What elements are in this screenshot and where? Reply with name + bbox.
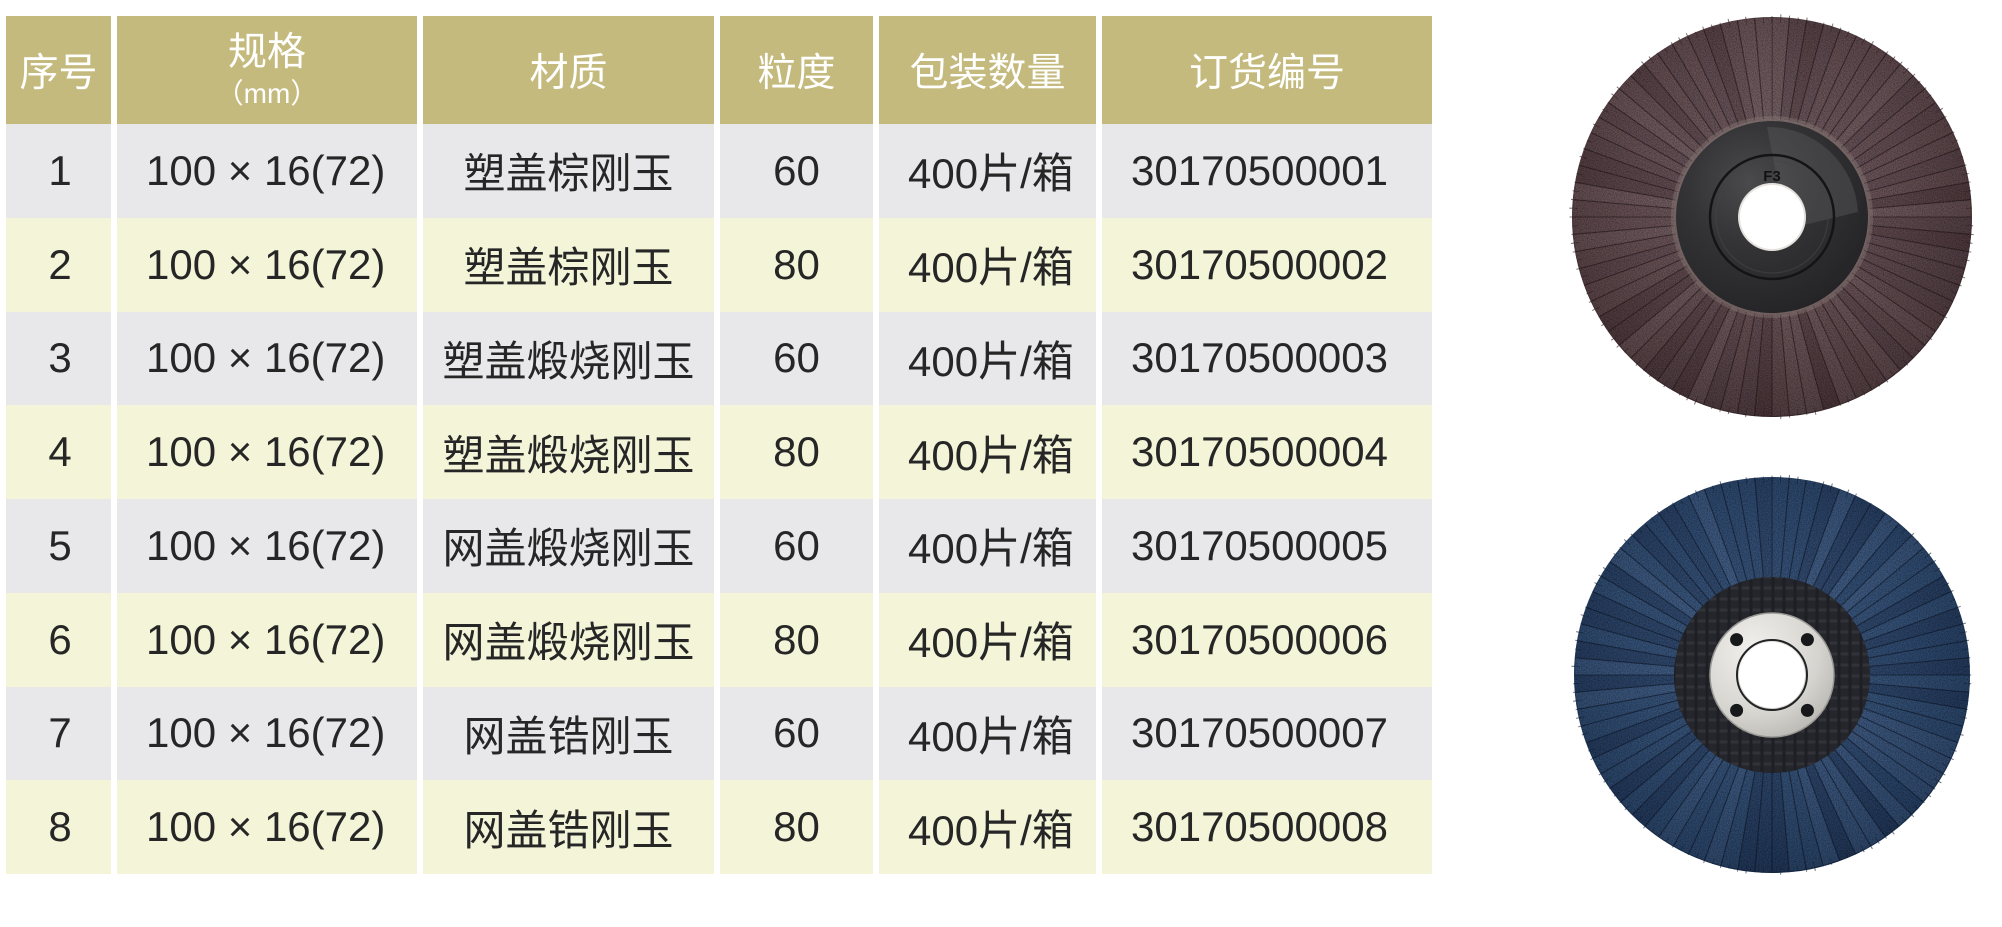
- svg-text:F3: F3: [1763, 168, 1781, 185]
